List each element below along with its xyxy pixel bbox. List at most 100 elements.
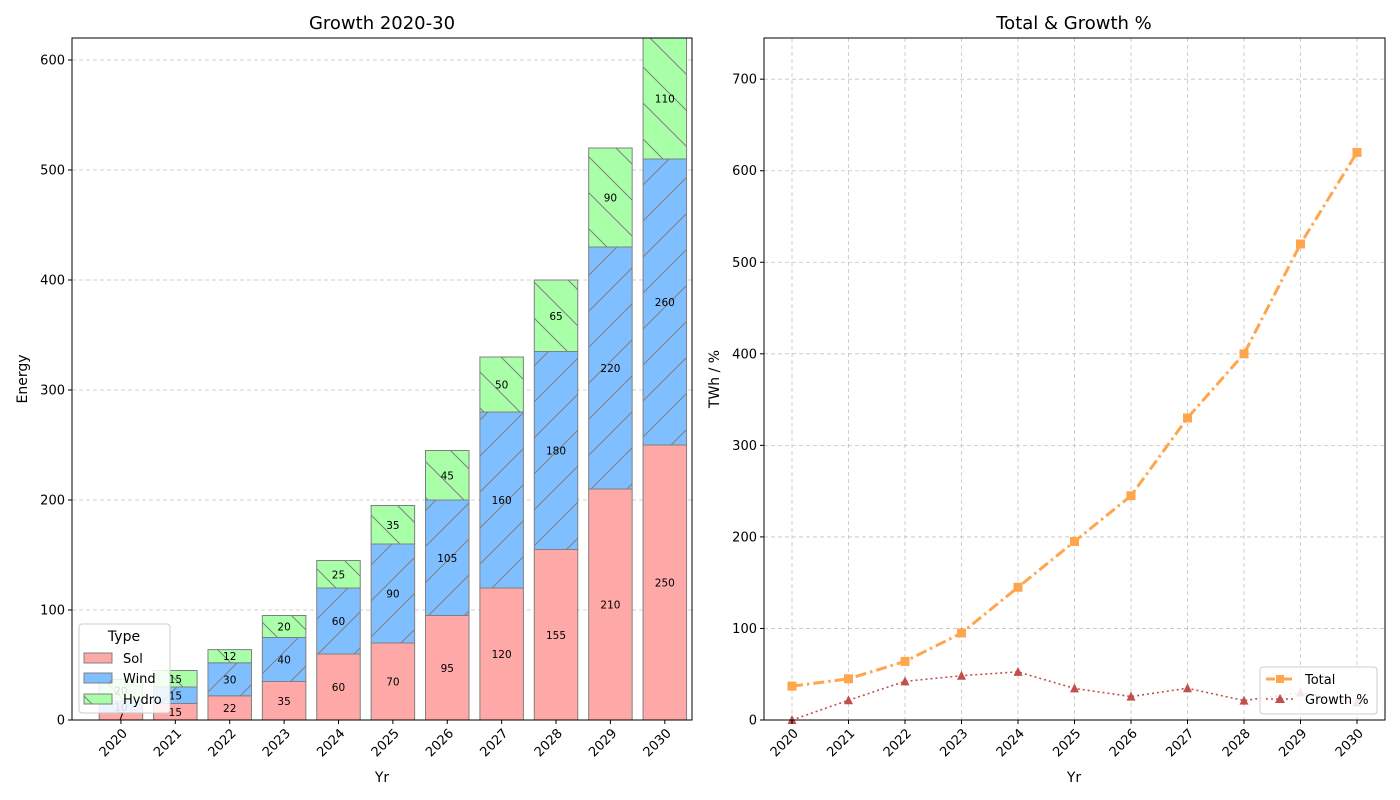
bar-value-label: 12 bbox=[223, 651, 236, 663]
bar-hatch-hydro-2030 bbox=[643, 38, 687, 159]
right-x-tick-label: 2026 bbox=[1107, 726, 1141, 760]
right-y-tick-label: 0 bbox=[749, 714, 757, 729]
right-x-tick-label: 2020 bbox=[768, 726, 802, 760]
stacked-bar-chart: 7102015151522301235402060602570903595105… bbox=[15, 13, 693, 786]
left-plot-frame bbox=[71, 37, 693, 721]
left-legend: Type Sol Wind Hydro bbox=[78, 623, 171, 714]
left-x-tick-label: 2024 bbox=[314, 726, 348, 760]
legend-label-hydro: Hydro bbox=[123, 693, 162, 708]
bar-value-label: 210 bbox=[600, 600, 620, 612]
bar-value-label: 35 bbox=[277, 696, 290, 708]
bar-hatch-wind-2028 bbox=[534, 351, 578, 550]
bar-value-label: 40 bbox=[277, 655, 290, 667]
bar-hatch-wind-2026 bbox=[425, 500, 470, 616]
bar-value-label: 70 bbox=[386, 677, 399, 689]
series-point-0 bbox=[844, 674, 853, 684]
bar-value-label: 15 bbox=[169, 690, 182, 702]
right-legend: Total Growth % bbox=[1259, 666, 1378, 715]
bar-value-label: 105 bbox=[437, 553, 457, 565]
left-x-tick-label: 2028 bbox=[532, 726, 566, 760]
bar-hatch-hydro-2027 bbox=[479, 357, 524, 412]
right-y-ticks: 0 100 200 300 400 500 600 700 bbox=[732, 73, 764, 729]
bar-value-label: 250 bbox=[655, 578, 675, 590]
left-y-tick-label: 400 bbox=[40, 274, 65, 289]
series-point-1 bbox=[1239, 695, 1249, 705]
bar-hatch-wind-2022 bbox=[207, 662, 252, 696]
left-chart-title: Growth 2020-30 bbox=[309, 13, 455, 34]
bar-value-label: 30 bbox=[223, 674, 236, 686]
bar-sol-2026 bbox=[425, 615, 470, 721]
left-y-tick-label: 100 bbox=[40, 604, 65, 619]
left-y-tick-label: 300 bbox=[40, 384, 65, 399]
bar-sol-2028 bbox=[533, 549, 579, 721]
series-point-0 bbox=[900, 656, 910, 666]
left-x-tick-label: 2027 bbox=[477, 726, 511, 760]
bar-value-label: 15 bbox=[169, 707, 182, 719]
left-y-tick-label: 200 bbox=[40, 494, 65, 509]
right-x-tick-label: 2024 bbox=[994, 726, 1028, 760]
right-gridlines bbox=[764, 38, 1385, 721]
series-point-1 bbox=[957, 670, 966, 680]
legend-swatch-wind-hatch bbox=[83, 672, 113, 684]
right-x-tick-label: 2022 bbox=[881, 726, 915, 760]
right-y-axis-label: TWh / % bbox=[707, 350, 723, 409]
bar-sol-2024 bbox=[316, 653, 361, 721]
bar-value-label: 155 bbox=[546, 630, 566, 642]
bar-sol-2025 bbox=[370, 642, 416, 721]
right-x-tick-label: 2027 bbox=[1163, 726, 1197, 760]
left-x-tick-label: 2030 bbox=[641, 726, 675, 760]
series-point-0 bbox=[1296, 239, 1305, 249]
bar-value-label: 22 bbox=[223, 703, 236, 715]
left-x-tick-label: 2023 bbox=[260, 726, 294, 760]
series-point-1 bbox=[844, 695, 853, 705]
right-series-lines bbox=[787, 147, 1362, 724]
bar-hatch-hydro-2029 bbox=[588, 148, 633, 247]
right-x-tick-label: 2023 bbox=[937, 726, 971, 760]
bar-value-label: 15 bbox=[169, 674, 182, 686]
bar-value-label: 90 bbox=[386, 589, 399, 601]
left-legend-box bbox=[78, 623, 171, 714]
right-x-tick-label: 2029 bbox=[1276, 726, 1310, 760]
right-plot-frame bbox=[763, 37, 1386, 721]
legend-label-sol: Sol bbox=[123, 652, 143, 667]
bar-value-label: 220 bbox=[600, 363, 620, 375]
left-x-tick-label: 2022 bbox=[206, 726, 240, 760]
series-point-0 bbox=[1013, 582, 1023, 592]
right-y-tick-label: 400 bbox=[732, 347, 757, 362]
bar-hatch-wind-2027 bbox=[479, 412, 524, 588]
bar-hatch-hydro-2024 bbox=[316, 560, 361, 588]
right-y-tick-label: 300 bbox=[732, 439, 757, 454]
right-y-tick-label: 700 bbox=[732, 73, 757, 88]
series-point-1 bbox=[1183, 683, 1192, 693]
bar-hatch-hydro-2023 bbox=[262, 615, 306, 638]
right-x-tick-label: 2030 bbox=[1333, 726, 1367, 760]
series-point-0 bbox=[787, 681, 797, 691]
legend-marker-total bbox=[1276, 675, 1284, 683]
left-y-axis-label: Energy bbox=[15, 354, 31, 403]
series-point-0 bbox=[1126, 491, 1136, 501]
bar-hatch-wind-2029 bbox=[588, 247, 633, 489]
series-point-0 bbox=[1183, 413, 1192, 423]
left-x-tick-label: 2029 bbox=[586, 726, 620, 760]
bar-value-label: 35 bbox=[386, 520, 399, 532]
right-x-tick-label: 2028 bbox=[1220, 726, 1254, 760]
left-x-ticks: 2020 2021 2022 2023 2024 2025 2026 2027 2028 2029… bbox=[97, 720, 675, 760]
left-x-axis-label: Yr bbox=[374, 770, 390, 786]
legend-swatch-sol bbox=[83, 652, 113, 664]
bar-value-label: 7 bbox=[118, 711, 125, 723]
bar-value-label: 90 bbox=[604, 193, 617, 205]
right-y-tick-label: 600 bbox=[732, 164, 757, 179]
bar-hatch-wind-2024 bbox=[316, 588, 361, 654]
bar-value-label: 60 bbox=[332, 616, 345, 628]
right-x-tick-label: 2025 bbox=[1050, 726, 1084, 760]
right-x-axis-label: Yr bbox=[1066, 770, 1082, 786]
left-x-tick-label: 2021 bbox=[151, 726, 185, 760]
left-legend-title: Type bbox=[107, 629, 140, 645]
bar-value-label: 180 bbox=[546, 446, 566, 458]
bar-value-label: 120 bbox=[492, 649, 512, 661]
series-point-1 bbox=[1070, 683, 1079, 693]
bar-value-label: 25 bbox=[332, 569, 345, 581]
left-bars bbox=[98, 37, 688, 721]
bar-value-label: 20 bbox=[277, 622, 290, 634]
left-y-tick-label: 600 bbox=[40, 54, 65, 69]
